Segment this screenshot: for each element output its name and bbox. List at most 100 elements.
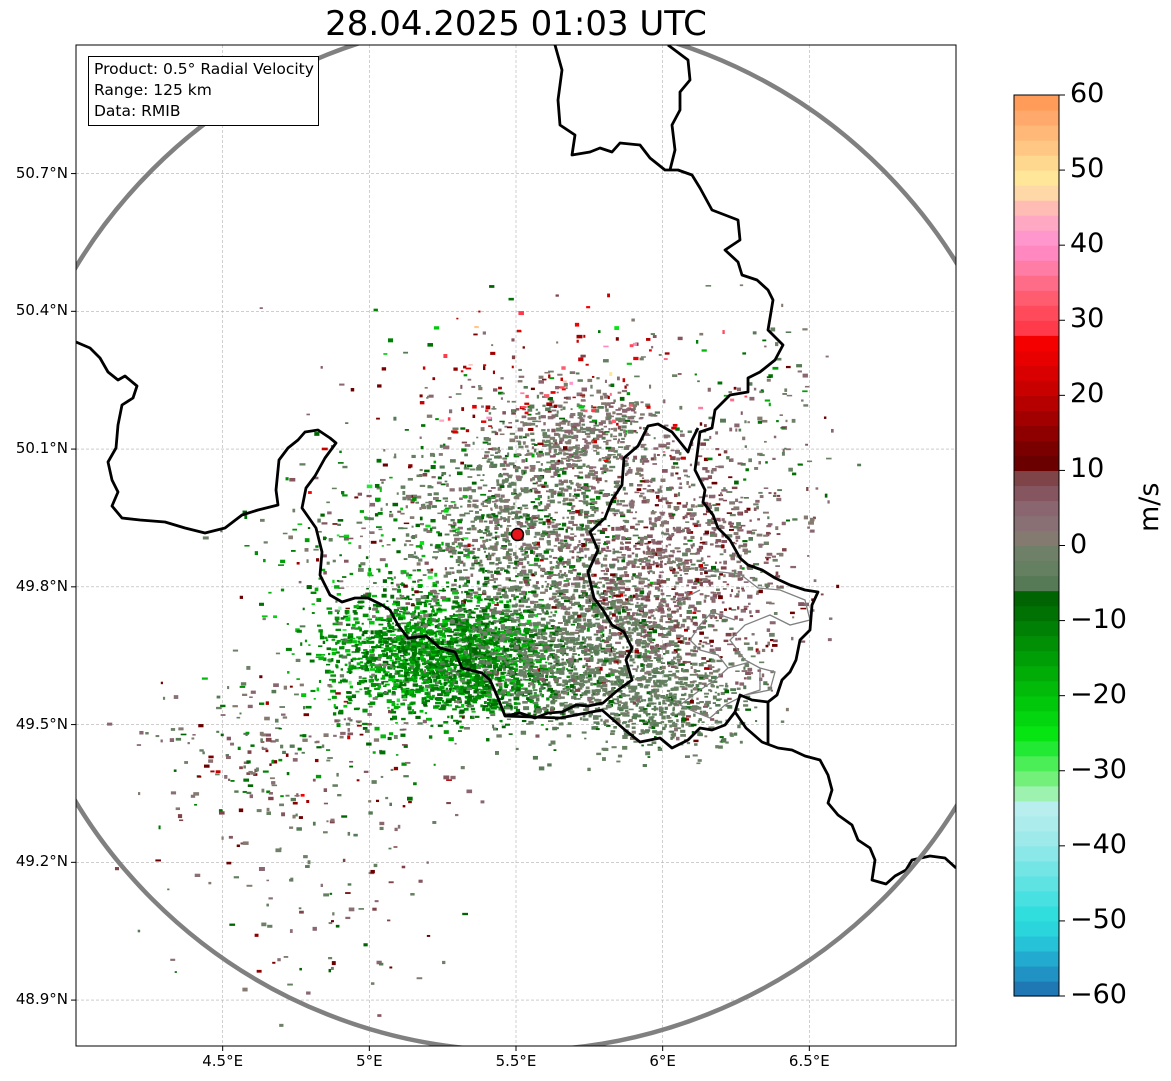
- echo-pixel: [501, 479, 505, 484]
- echo-pixel: [499, 610, 504, 615]
- echo-pixel: [527, 591, 533, 593]
- echo-pixel: [421, 682, 425, 685]
- echo-pixel: [524, 445, 529, 448]
- echo-pixel: [458, 584, 461, 589]
- echo-pixel: [592, 609, 599, 614]
- echo-pixel: [558, 643, 563, 646]
- echo-pixel: [638, 695, 643, 699]
- echo-pixel: [691, 684, 694, 687]
- echo-pixel: [410, 614, 415, 618]
- echo-pixel: [441, 655, 448, 659]
- echo-pixel: [588, 556, 594, 561]
- echo-pixel: [579, 678, 584, 681]
- echo-pixel: [408, 678, 414, 681]
- echo-pixel: [523, 638, 530, 641]
- echo-pixel: [673, 703, 680, 707]
- echo-pixel: [613, 485, 619, 488]
- echo-pixel: [347, 668, 354, 670]
- echo-pixel: [566, 705, 572, 709]
- echo-pixel: [445, 597, 451, 602]
- echo-pixel: [396, 603, 401, 607]
- echo-pixel: [390, 717, 394, 721]
- echo-pixel: [562, 679, 567, 684]
- echo-pixel: [402, 649, 408, 654]
- echo-pixel: [376, 666, 382, 671]
- echo-pixel: [477, 596, 481, 600]
- echo-pixel: [628, 626, 631, 631]
- echo-pixel: [536, 655, 540, 658]
- echo-pixel: [444, 646, 451, 650]
- echo-pixel: [518, 586, 523, 589]
- echo-pixel: [413, 654, 417, 658]
- echo-pixel: [471, 676, 476, 680]
- echo-pixel: [462, 562, 466, 567]
- echo-pixel: [429, 452, 435, 457]
- echo-pixel: [446, 663, 450, 666]
- echo-pixel: [572, 645, 576, 648]
- echo-pixel: [496, 630, 501, 635]
- echo-pixel: [481, 515, 485, 520]
- echo-pixel: [602, 633, 605, 638]
- echo-pixel: [691, 616, 698, 619]
- echo-pixel: [488, 620, 491, 623]
- echo-pixel: [501, 633, 506, 638]
- echo-pixel: [399, 634, 404, 639]
- echo-pixel: [475, 618, 481, 623]
- echo-pixel: [411, 593, 415, 596]
- echo-pixel: [399, 669, 403, 672]
- echo-pixel: [475, 674, 481, 678]
- echo-pixel: [549, 436, 556, 440]
- echo-pixel: [437, 617, 440, 622]
- echo-pixel: [523, 629, 530, 633]
- echo-pixel: [409, 516, 415, 519]
- echo-pixel: [541, 693, 544, 698]
- echo-pixel: [464, 548, 470, 553]
- echo-pixel: [517, 427, 524, 432]
- echo-pixel: [476, 643, 481, 645]
- echo-pixel: [477, 616, 480, 619]
- echo-pixel: [430, 645, 436, 650]
- echo-pixel: [586, 580, 591, 583]
- echo-pixel: [333, 704, 336, 708]
- echo-pixel: [560, 649, 567, 653]
- echo-pixel: [453, 719, 459, 722]
- echo-pixel: [616, 660, 622, 664]
- echo-pixel: [396, 703, 399, 706]
- echo-pixel: [573, 493, 580, 497]
- echo-pixel: [452, 653, 457, 657]
- echo-pixel: [548, 615, 552, 618]
- echo-pixel: [516, 680, 521, 683]
- echo-pixel: [386, 622, 391, 625]
- echo-pixel: [502, 556, 508, 560]
- echo-pixel: [496, 734, 502, 738]
- echo-pixel: [625, 537, 632, 541]
- echo-pixel: [512, 567, 518, 570]
- echo-pixel: [490, 507, 493, 510]
- echo-pixel: [558, 722, 564, 726]
- echo-pixel: [439, 662, 446, 666]
- echo-pixel: [563, 687, 567, 690]
- echo-pixel: [523, 595, 527, 600]
- echo-pixel: [435, 638, 440, 641]
- echo-pixel: [498, 683, 503, 687]
- echo-pixel: [586, 564, 591, 568]
- echo-pixel: [566, 668, 569, 671]
- echo-pixel: [554, 689, 558, 694]
- echo-pixel: [558, 628, 563, 633]
- echo-pixel: [407, 629, 413, 632]
- echo-pixel: [496, 649, 499, 652]
- echo-pixel: [412, 633, 417, 636]
- echo-pixel: [587, 672, 590, 675]
- echo-pixel: [583, 645, 587, 648]
- echo-pixel: [536, 635, 541, 640]
- echo-pixel: [362, 655, 368, 658]
- echo-pixel: [488, 547, 492, 550]
- echo-pixel: [661, 634, 666, 638]
- echo-pixel: [440, 671, 446, 675]
- echo-pixel: [485, 613, 490, 616]
- echo-pixel: [485, 662, 489, 665]
- echo-pixel: [573, 705, 580, 709]
- echo-pixel: [513, 492, 518, 495]
- echo-pixel: [461, 619, 466, 622]
- echo-pixel: [545, 728, 549, 731]
